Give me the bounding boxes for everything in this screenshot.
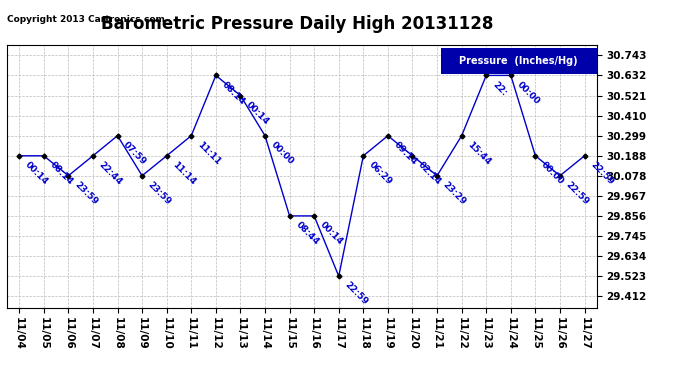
- Text: 15:44: 15:44: [466, 140, 493, 166]
- Text: 08:14: 08:14: [220, 80, 246, 106]
- Text: 09:14: 09:14: [392, 140, 419, 166]
- Text: 00:00: 00:00: [515, 80, 541, 106]
- Text: 22:44: 22:44: [97, 160, 124, 187]
- Text: 06:29: 06:29: [368, 160, 394, 187]
- Text: 07:59: 07:59: [121, 140, 148, 166]
- Text: 11:14: 11:14: [171, 160, 197, 187]
- Text: 00:00: 00:00: [269, 140, 295, 166]
- Text: 00:14: 00:14: [318, 220, 345, 247]
- Text: 22:: 22:: [491, 80, 508, 98]
- Text: 22:59: 22:59: [589, 160, 615, 187]
- Text: 23:59: 23:59: [146, 180, 173, 207]
- Text: 11:11: 11:11: [195, 140, 222, 166]
- Text: 00:14: 00:14: [244, 100, 271, 126]
- Text: 00:00: 00:00: [540, 160, 566, 186]
- Text: Copyright 2013 Cartronics.com: Copyright 2013 Cartronics.com: [7, 15, 165, 24]
- Text: 08:14: 08:14: [48, 160, 75, 187]
- Text: 22:59: 22:59: [343, 280, 370, 307]
- Text: 22:59: 22:59: [564, 180, 591, 207]
- Text: 02:14: 02:14: [417, 160, 443, 187]
- Text: 08:44: 08:44: [294, 220, 320, 247]
- Text: 00:14: 00:14: [23, 160, 50, 186]
- Text: Barometric Pressure Daily High 20131128: Barometric Pressure Daily High 20131128: [101, 15, 493, 33]
- Text: 23:29: 23:29: [441, 180, 468, 207]
- Text: 23:59: 23:59: [72, 180, 99, 207]
